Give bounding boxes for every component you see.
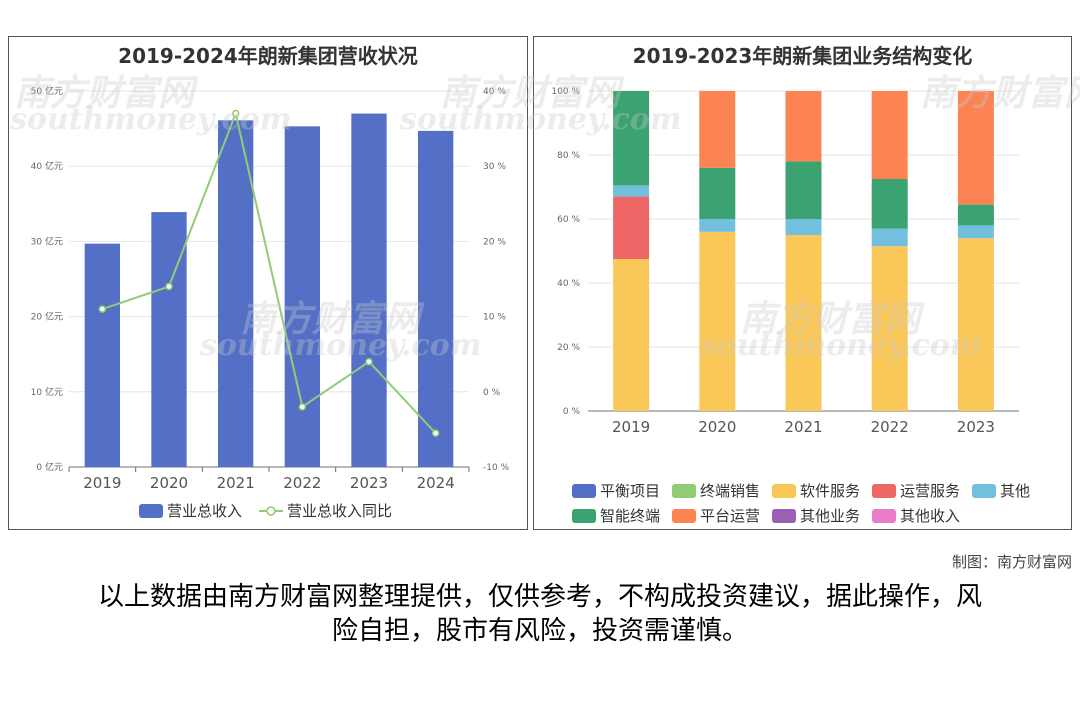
- legend-swatch: [672, 509, 696, 523]
- bar: [218, 120, 254, 467]
- x-tick-label: 2021: [784, 418, 822, 436]
- y-left-tick-label: 40 亿元: [31, 160, 63, 172]
- y-tick-label: 60 %: [557, 215, 580, 225]
- y-tick-label: 100 %: [551, 87, 580, 97]
- y-left-tick-label: 30 亿元: [31, 235, 63, 247]
- yoy-point: [298, 403, 307, 411]
- x-tick-label: 2020: [698, 418, 736, 436]
- structure-chart-panel: 0 % 20 % 40 % 60 % 80 % 100 % 2019 2020 2021 2022…: [533, 36, 1072, 530]
- revenue-chart: 0 亿元 10 亿元 20 亿元 30 亿元 40 亿元 50 亿元 -10 % 0 % 10 …: [31, 85, 510, 520]
- stacked-bar-segment: [699, 91, 736, 168]
- stacked-bar-segment: [613, 196, 650, 259]
- x-tick-label: 2023: [350, 474, 388, 492]
- legend-label: 运营服务: [900, 482, 960, 500]
- stacked-bar-segment: [871, 179, 908, 229]
- yoy-line: [102, 110, 437, 434]
- legend-label: 平台运营: [700, 507, 760, 525]
- legend-label: 软件服务: [800, 482, 860, 500]
- disclaimer-line: 险自担，股市有风险，投资需谨慎。: [331, 616, 748, 646]
- stacked-bar-segment: [613, 259, 650, 411]
- legend-swatch: [872, 509, 896, 523]
- x-tick-label: 2020: [150, 474, 188, 492]
- bar: [351, 113, 387, 467]
- x-tick-label: 2019: [612, 418, 650, 436]
- bar: [151, 212, 187, 467]
- yoy-point: [231, 109, 240, 118]
- structure-chart-title: 2019-2023年朗新集团业务结构变化: [632, 44, 973, 68]
- stacked-bar-segment: [957, 238, 994, 411]
- legend-label: 平衡项目: [600, 482, 660, 500]
- y-right-tick-label: 20 %: [483, 237, 506, 247]
- stacked-bar-segment: [957, 204, 994, 226]
- stacked-bar-segment: [785, 235, 822, 411]
- legend-label: 营业总收入同比: [287, 502, 392, 520]
- stacked-bar-segment: [613, 185, 650, 197]
- chart-credit: 制图：南方财富网: [951, 553, 1072, 571]
- y-tick-label: 80 %: [557, 151, 580, 161]
- legend-label: 其他: [1000, 482, 1030, 500]
- y-right-tick-label: 10 %: [483, 313, 506, 323]
- stacked-bar-segment: [957, 91, 994, 205]
- stacked-bar-segment: [613, 91, 650, 186]
- legend-swatch: [266, 506, 276, 516]
- stacked-bar-segment: [785, 91, 822, 162]
- x-tick-label: 2023: [957, 418, 995, 436]
- bar: [418, 130, 454, 467]
- legend-swatch: [572, 484, 596, 498]
- legend-label: 终端销售: [700, 482, 760, 500]
- disclaimer-line: 以上数据由南方财富网整理提供，仅供参考，不构成投资建议，据此操作，风: [97, 582, 982, 612]
- revenue-chart-title: 2019-2024年朗新集团营收状况: [118, 44, 418, 68]
- yoy-point: [431, 429, 440, 437]
- stacked-bar-segment: [871, 91, 908, 179]
- y-left-tick-label: 10 亿元: [31, 386, 63, 398]
- stacked-bar-segment: [785, 161, 822, 219]
- y-right-tick-label: -10 %: [483, 463, 510, 473]
- legend-label: 其他业务: [800, 507, 860, 525]
- legend-label: 营业总收入: [167, 502, 242, 520]
- legend-swatch: [572, 509, 596, 523]
- stacked-bar-segment: [699, 231, 736, 411]
- yoy-point: [365, 357, 373, 366]
- legend-swatch: [139, 504, 163, 518]
- yoy-point: [165, 282, 173, 291]
- legend-swatch: [872, 484, 896, 498]
- legend-swatch: [972, 484, 996, 498]
- legend-swatch: [772, 484, 796, 498]
- y-tick-label: 40 %: [557, 279, 580, 289]
- y-right-tick-label: 30 %: [483, 162, 506, 172]
- legend-label: 智能终端: [600, 507, 660, 525]
- legend-swatch: [672, 484, 696, 498]
- revenue-chart-panel: 0 亿元 10 亿元 20 亿元 30 亿元 40 亿元 50 亿元 -10 % 0 % 10 …: [8, 36, 528, 530]
- y-tick-label: 0 %: [563, 407, 581, 417]
- stacked-bar-segment: [871, 228, 908, 247]
- y-right-tick-label: 40 %: [483, 87, 506, 97]
- stacked-bar-segment: [871, 246, 908, 411]
- stacked-bar-segment: [957, 225, 994, 239]
- legend-label: 其他收入: [900, 507, 960, 525]
- x-tick-label: 2024: [417, 474, 455, 492]
- y-left-tick-label: 50 亿元: [31, 85, 63, 97]
- disclaimer: 以上数据由南方财富网整理提供，仅供参考，不构成投资建议，据此操作，风 险自担，股…: [60, 580, 1020, 648]
- x-tick-label: 2022: [283, 474, 321, 492]
- stacked-bar-segment: [699, 167, 736, 219]
- legend-swatch: [772, 509, 796, 523]
- stacked-bar-segment: [699, 219, 736, 232]
- x-tick-label: 2019: [83, 474, 121, 492]
- stacked-bar-segment: [785, 219, 822, 235]
- bar: [284, 126, 320, 468]
- bar: [84, 243, 120, 467]
- x-tick-label: 2022: [871, 418, 909, 436]
- yoy-point: [98, 305, 107, 313]
- y-tick-label: 20 %: [557, 343, 580, 353]
- y-right-tick-label: 0 %: [483, 388, 501, 398]
- y-left-tick-label: 20 亿元: [31, 311, 63, 323]
- y-left-tick-label: 0 亿元: [36, 461, 63, 473]
- structure-chart: 0 % 20 % 40 % 60 % 80 % 100 % 2019 2020 2021 2022…: [551, 87, 1030, 525]
- x-tick-label: 2021: [217, 474, 255, 492]
